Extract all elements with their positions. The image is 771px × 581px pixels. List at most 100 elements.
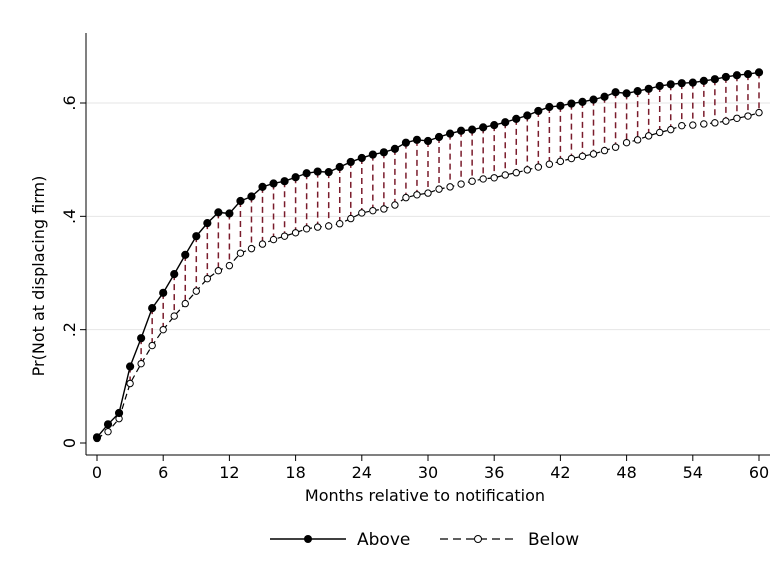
- point-above-42: [556, 101, 565, 110]
- legend-above-label: Above: [357, 530, 410, 550]
- point-above-27: [390, 144, 399, 153]
- x-axis-title: Months relative to notification: [305, 486, 545, 505]
- x-tick-label-2: 12: [219, 463, 239, 482]
- point-above-40: [534, 106, 543, 116]
- point-below-42: [556, 157, 565, 166]
- legend-below-marker: [474, 535, 482, 543]
- point-above-2: [114, 408, 124, 418]
- x-tick-label-9: 54: [683, 463, 703, 482]
- point-above-50: [644, 84, 653, 93]
- point-below-38: [512, 169, 520, 177]
- point-above-45: [589, 95, 598, 104]
- point-below-55: [700, 120, 708, 128]
- x-tick-label-1: 6: [158, 463, 168, 482]
- point-above-36: [490, 121, 499, 130]
- point-below-28: [402, 193, 410, 202]
- point-above-19: [302, 169, 311, 178]
- point-above-43: [567, 99, 576, 108]
- point-above-34: [468, 125, 477, 134]
- y-tick-label-1: .2: [60, 322, 79, 337]
- point-below-31: [435, 185, 443, 193]
- point-above-38: [512, 114, 521, 123]
- point-above-35: [479, 123, 488, 132]
- point-below-45: [589, 150, 598, 158]
- point-below-13: [236, 249, 245, 257]
- point-above-15: [258, 182, 267, 191]
- point-below-3: [126, 379, 134, 388]
- point-above-47: [611, 88, 620, 97]
- series-layer: [92, 68, 764, 443]
- y-tick-label-2: .4: [60, 209, 79, 224]
- point-below-40: [534, 163, 543, 171]
- point-below-54: [689, 121, 697, 129]
- point-below-6: [159, 325, 167, 334]
- point-above-33: [456, 126, 466, 135]
- legend-below-label: Below: [528, 530, 579, 550]
- point-above-44: [578, 97, 587, 106]
- point-above-30: [423, 136, 433, 146]
- point-below-57: [722, 117, 730, 125]
- point-below-23: [347, 214, 355, 223]
- point-above-32: [445, 129, 455, 138]
- x-tick-label-3: 18: [285, 463, 305, 482]
- point-above-17: [280, 177, 289, 186]
- point-below-37: [501, 171, 509, 179]
- point-above-60: [754, 68, 764, 77]
- point-below-5: [148, 341, 156, 350]
- point-above-41: [545, 102, 554, 112]
- point-below-50: [644, 132, 653, 140]
- point-above-4: [137, 334, 146, 343]
- gridlines: [86, 102, 770, 331]
- point-above-55: [699, 76, 708, 86]
- point-above-3: [126, 362, 135, 371]
- x-tick-label-5: 30: [418, 463, 438, 482]
- point-above-26: [379, 148, 388, 157]
- point-above-9: [192, 232, 201, 241]
- point-below-32: [446, 183, 454, 191]
- x-tick-label-0: 0: [92, 463, 102, 482]
- point-below-8: [181, 299, 189, 308]
- point-below-9: [192, 287, 201, 295]
- point-above-53: [677, 79, 686, 88]
- point-below-21: [325, 222, 333, 230]
- x-tick-label-6: 36: [484, 463, 504, 482]
- point-below-29: [413, 191, 421, 199]
- point-below-49: [633, 136, 642, 144]
- point-above-46: [600, 92, 609, 101]
- point-below-26: [380, 205, 388, 213]
- point-above-39: [523, 111, 532, 120]
- point-above-5: [148, 304, 157, 313]
- point-above-59: [743, 70, 753, 79]
- point-above-49: [633, 87, 642, 96]
- point-below-14: [247, 244, 256, 253]
- x-tick-label-7: 42: [550, 463, 570, 482]
- point-below-41: [545, 160, 554, 168]
- point-below-33: [457, 180, 465, 188]
- point-below-36: [490, 174, 498, 182]
- point-below-47: [611, 143, 620, 151]
- point-above-51: [655, 81, 664, 91]
- y-axis-title: Pr(Not at displacing firm): [29, 176, 48, 377]
- point-below-20: [313, 223, 322, 231]
- point-below-1: [104, 427, 112, 436]
- point-below-27: [391, 201, 399, 209]
- axes: 0 6 12 18 24 30 36 42 48 54 60 0 .2 .4 .6: [60, 33, 770, 482]
- point-below-39: [523, 166, 531, 174]
- point-below-34: [468, 177, 476, 185]
- point-above-54: [688, 78, 697, 87]
- point-below-7: [170, 312, 178, 320]
- point-above-22: [335, 162, 344, 172]
- point-above-12: [225, 209, 234, 218]
- point-below-46: [600, 146, 609, 155]
- point-above-1: [103, 420, 113, 429]
- point-above-24: [357, 153, 366, 163]
- point-above-20: [313, 167, 322, 176]
- point-below-59: [744, 112, 752, 120]
- point-above-13: [236, 196, 245, 206]
- point-below-24: [358, 209, 366, 217]
- point-below-16: [269, 235, 278, 244]
- point-below-53: [678, 121, 686, 130]
